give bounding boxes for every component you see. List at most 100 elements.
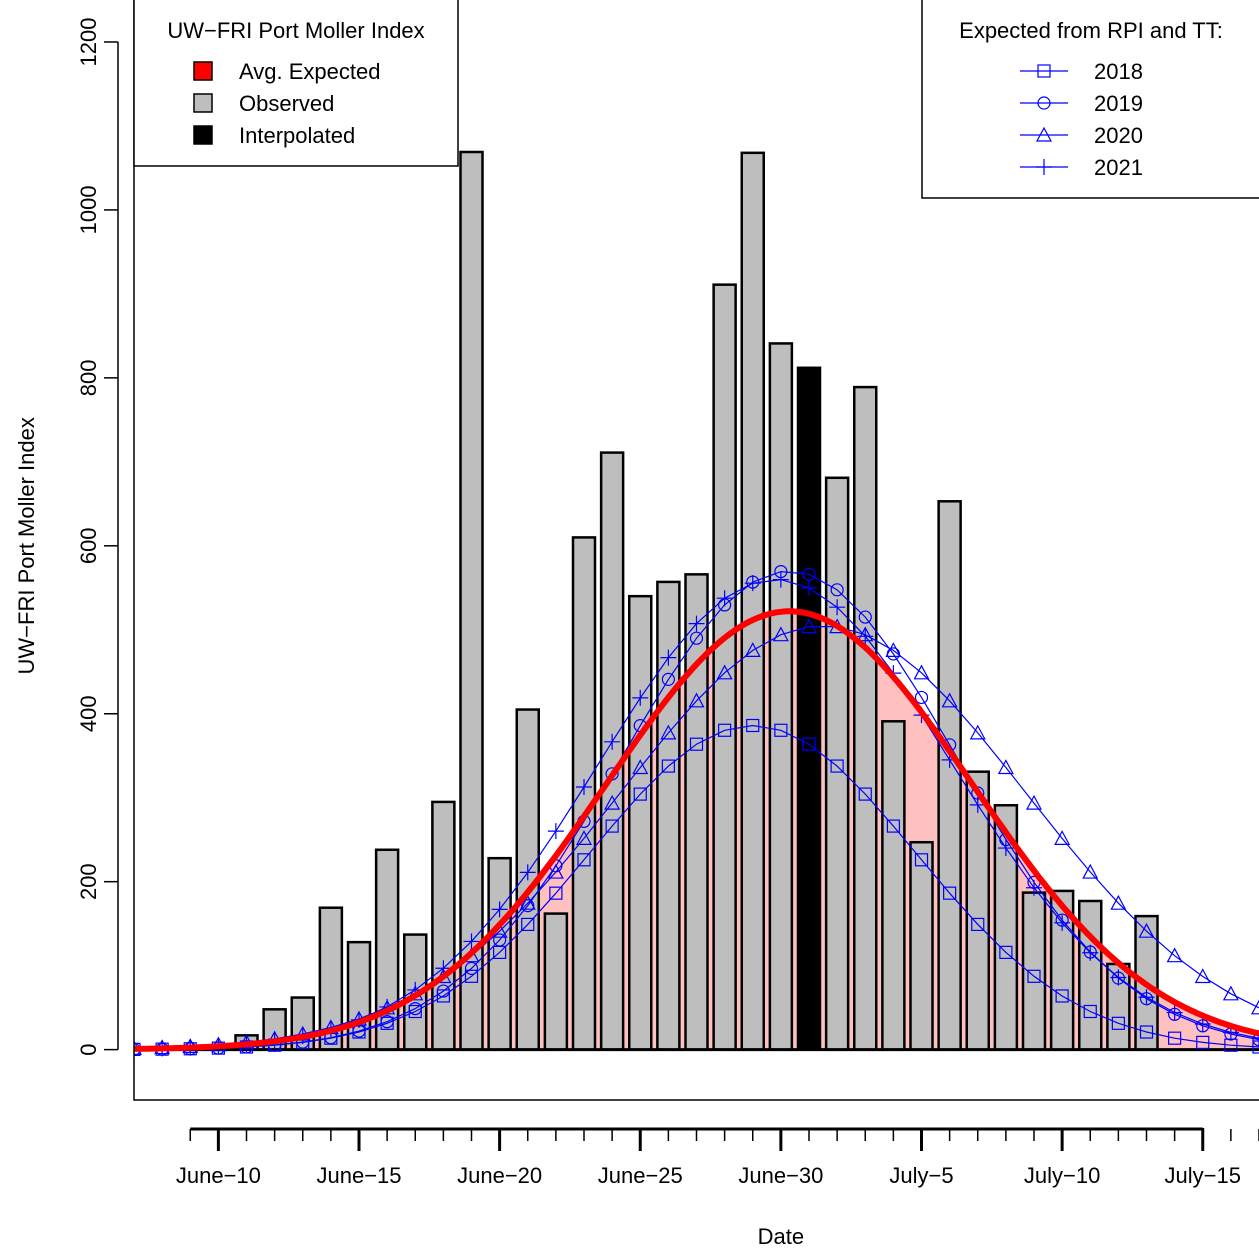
- x-tick-label: July−15: [1165, 1163, 1241, 1188]
- expected-point-2018: [605, 819, 619, 833]
- expected-point-2020: [772, 626, 789, 642]
- legend-index-swatch: [193, 61, 213, 81]
- expected-point-2020: [913, 664, 930, 680]
- x-tick-label: June−25: [598, 1163, 683, 1188]
- legend-index: UW−FRI Port Moller Index Avg. Expected Obs…: [133, 0, 459, 167]
- expected-point-2020: [744, 642, 761, 657]
- bar-observed: [909, 840, 934, 1051]
- x-axis-title: Date: [758, 1224, 804, 1249]
- expected-point-2021: [1082, 944, 1099, 961]
- y-tick-label: 600: [76, 527, 101, 564]
- expected-point-2019: [521, 899, 535, 913]
- expected-point-2020: [1054, 830, 1071, 845]
- x-tick-label: July−5: [889, 1163, 953, 1188]
- legend-index-label: Avg. Expected: [239, 59, 380, 84]
- legend-index-label: Interpolated: [239, 123, 355, 148]
- x-tick-label: July−10: [1024, 1163, 1100, 1188]
- expected-point-2019: [1252, 1033, 1259, 1047]
- expected-point-2021: [1054, 914, 1071, 931]
- expected-point-2019: [408, 1001, 422, 1016]
- expected-point-2020: [660, 724, 677, 740]
- legend-index-swatch: [193, 125, 213, 145]
- expected-point-2020: [547, 863, 564, 879]
- expected-point-2021: [857, 628, 874, 645]
- expected-point-2021: [688, 615, 705, 632]
- expected-point-2018: [1055, 989, 1069, 1003]
- expected-point-2020: [716, 664, 733, 680]
- legend-index-label: Observed: [239, 91, 334, 116]
- expected-point-2020: [941, 692, 958, 708]
- expected-point-2020: [519, 894, 536, 910]
- expected-point-2021: [772, 571, 789, 588]
- y-tick-label: 400: [76, 695, 101, 732]
- expected-point-2018: [661, 759, 675, 773]
- legend-expected-label: 2018: [1094, 59, 1143, 84]
- expected-point-2020: [969, 724, 986, 740]
- bar-observed: [965, 770, 990, 1051]
- expected-point-2018: [521, 917, 535, 932]
- expected-point-2018: [549, 886, 563, 900]
- expected-point-2020: [1110, 894, 1127, 910]
- expected-point-2020: [800, 618, 818, 634]
- x-tick-label: June−15: [316, 1163, 401, 1188]
- expected-point-2018: [971, 917, 985, 932]
- expected-point-2020: [1194, 968, 1211, 984]
- expected-point-2020: [1082, 863, 1099, 879]
- expected-point-2018: [886, 819, 900, 833]
- y-tick-label: 0: [76, 1043, 101, 1055]
- expected-point-2019: [689, 631, 704, 645]
- bar-observed: [768, 342, 794, 1051]
- expected-point-2020: [604, 794, 621, 810]
- bar-observed: [684, 573, 709, 1051]
- legend-index-swatch: [193, 93, 213, 113]
- bar-observed: [1078, 899, 1103, 1051]
- expected-point-2018: [999, 945, 1013, 959]
- axes-layer: 0 200 400 600 800 1000 1200 June−10 June−15 June−…: [76, 0, 1259, 1188]
- expected-point-2021: [463, 933, 480, 950]
- expected-point-2018: [1111, 1016, 1125, 1030]
- expected-point-2020: [575, 830, 593, 845]
- expected-point-2020: [688, 692, 705, 708]
- expected-point-2018: [1252, 1040, 1259, 1054]
- legend-expected-marker: [1037, 96, 1051, 110]
- legend-expected-marker: [1036, 159, 1052, 175]
- y-tick-label: 200: [76, 863, 101, 900]
- bar-observed: [459, 150, 484, 1051]
- expected-point-2018: [633, 787, 647, 801]
- expected-point-2018: [774, 723, 788, 737]
- expected-point-2021: [604, 733, 621, 750]
- bar-observed: [740, 151, 765, 1051]
- legend-expected-marker: [1035, 126, 1053, 142]
- legend-expected-label: 2021: [1094, 155, 1143, 180]
- legend-index-title: UW−FRI Port Moller Index: [167, 18, 424, 43]
- x-tick-label: June−30: [738, 1163, 823, 1188]
- expected-point-2019: [493, 933, 507, 947]
- expected-point-2019: [914, 690, 929, 705]
- expected-point-2018: [830, 759, 844, 773]
- bars-layer: [134, 150, 1259, 1052]
- bar-observed: [853, 385, 878, 1051]
- bar-observed: [937, 500, 962, 1051]
- expected-point-2020: [1250, 999, 1259, 1015]
- expected-point-2021: [660, 649, 677, 666]
- expected-point-2019: [858, 610, 872, 624]
- expected-point-2021: [1138, 989, 1155, 1006]
- legend-expected: Expected from RPI and TT: 2018 2019 2020 202…: [921, 0, 1259, 199]
- x-tick-label: June−10: [176, 1163, 261, 1188]
- expected-point-2020: [632, 759, 649, 775]
- expected-point-2019: [830, 583, 844, 597]
- bar-observed: [824, 476, 850, 1051]
- expected-point-2021: [1166, 1004, 1183, 1021]
- expected-point-2018: [1083, 1004, 1097, 1019]
- expected-point-2021: [576, 778, 592, 795]
- expected-point-2018: [577, 853, 591, 867]
- legend-expected-title: Expected from RPI and TT:: [959, 18, 1223, 43]
- expected-point-2020: [997, 759, 1014, 775]
- expected-point-2018: [1196, 1035, 1210, 1050]
- expected-point-2021: [632, 689, 649, 706]
- expected-point-2020: [1138, 922, 1155, 938]
- bar-observed: [881, 720, 906, 1051]
- expected-point-2018: [436, 989, 450, 1003]
- legend-expected-label: 2019: [1094, 91, 1143, 116]
